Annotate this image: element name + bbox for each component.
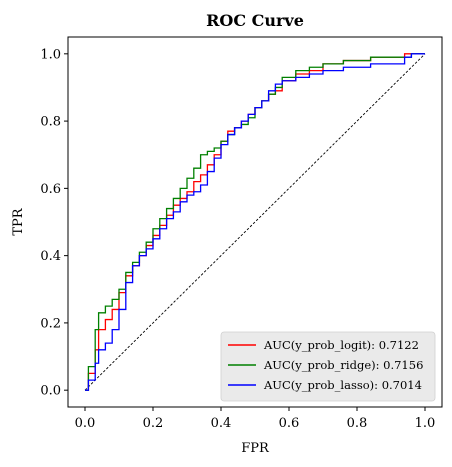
x-tick-label: 0.0 [75, 416, 96, 431]
baseline-diagonal [84, 53, 426, 391]
legend-box [220, 331, 436, 402]
x-tick-label: 0.6 [279, 416, 300, 431]
series-line-2 [85, 53, 425, 391]
y-axis-label: TPR [11, 207, 26, 235]
legend-items: AUC(y_prob_logit): 0.7122 AUC(y_prob_ridg… [228, 338, 423, 392]
x-axis: 0.0 0.2 0.4 0.6 0.8 1.0 [75, 407, 436, 431]
y-tick-label: 0.6 [40, 182, 61, 197]
legend: AUC(y_prob_logit): 0.7122 AUC(y_prob_ridg… [220, 331, 436, 402]
x-axis-label: FPR [241, 441, 270, 456]
y-tick-label: 0.0 [40, 384, 61, 399]
y-tick-label: 0.8 [40, 115, 61, 130]
baseline-layer [84, 53, 426, 391]
y-tick-label: 1.0 [40, 47, 61, 62]
x-tick-label: 0.2 [143, 416, 164, 431]
legend-label-2: AUC(y_prob_ridge): 0.7156 [263, 358, 423, 372]
series-line-3 [85, 53, 425, 391]
y-tick-label: 0.2 [40, 316, 61, 331]
y-tick-label: 0.4 [40, 249, 61, 264]
plot-frame [67, 36, 443, 408]
x-tick-label: 0.4 [211, 416, 232, 431]
legend-label-3: AUC(y_prob_lasso): 0.7014 [263, 378, 422, 392]
x-tick-label: 1.0 [415, 416, 436, 431]
x-tick-label: 0.8 [347, 416, 368, 431]
y-axis: 0.0 0.2 0.4 0.6 0.8 1.0 [40, 47, 68, 399]
legend-label-1: AUC(y_prob_logit): 0.7122 [263, 338, 419, 352]
chart-title: ROC Curve [206, 11, 304, 30]
series-layer [85, 53, 425, 391]
